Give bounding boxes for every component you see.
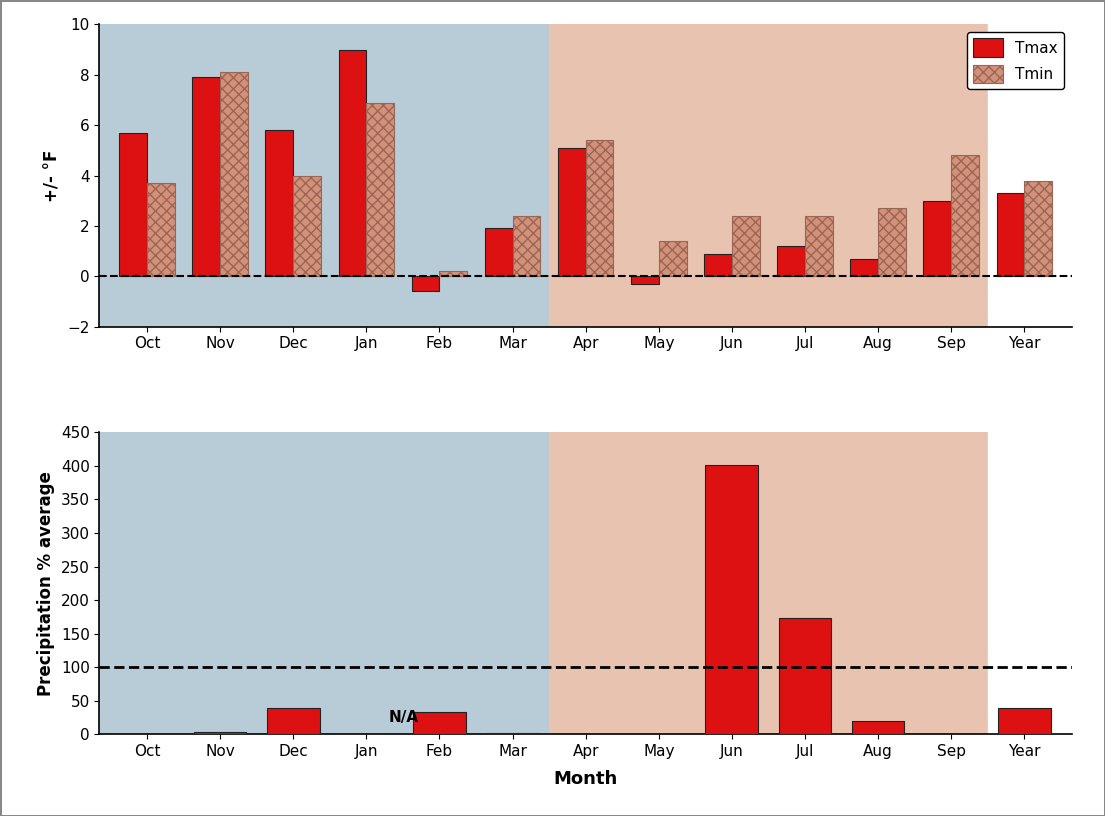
- Bar: [193, 733, 246, 734]
- Bar: [119, 133, 147, 277]
- Bar: [852, 721, 905, 734]
- Y-axis label: Precipitation % average: Precipitation % average: [38, 471, 55, 696]
- Bar: [486, 733, 539, 734]
- Bar: [558, 148, 586, 277]
- Bar: [549, 24, 988, 326]
- Y-axis label: +/- °F: +/- °F: [44, 149, 62, 202]
- Bar: [513, 215, 540, 277]
- X-axis label: Month: Month: [554, 770, 618, 788]
- Bar: [440, 271, 467, 277]
- Legend: Tmax, Tmin: Tmax, Tmin: [967, 32, 1064, 89]
- Bar: [777, 246, 804, 277]
- Bar: [220, 73, 248, 277]
- Bar: [266, 707, 319, 734]
- Bar: [851, 259, 878, 277]
- Bar: [988, 24, 1072, 326]
- Bar: [951, 155, 979, 277]
- Bar: [293, 175, 320, 277]
- Bar: [631, 277, 659, 284]
- Bar: [99, 432, 549, 734]
- Bar: [413, 712, 466, 734]
- Bar: [586, 140, 613, 277]
- Bar: [878, 208, 906, 277]
- Text: N/A: N/A: [388, 710, 419, 725]
- Bar: [998, 707, 1051, 734]
- Bar: [147, 183, 175, 277]
- Bar: [338, 50, 367, 277]
- Bar: [705, 464, 758, 734]
- Bar: [412, 277, 440, 291]
- Bar: [704, 254, 732, 277]
- Bar: [924, 201, 951, 277]
- Bar: [732, 215, 759, 277]
- Bar: [659, 241, 686, 277]
- Bar: [997, 193, 1024, 277]
- Bar: [1024, 180, 1052, 277]
- Bar: [99, 24, 549, 326]
- Bar: [367, 103, 394, 277]
- Bar: [988, 432, 1072, 734]
- Bar: [779, 619, 831, 734]
- Bar: [549, 432, 988, 734]
- Bar: [192, 78, 220, 277]
- Bar: [804, 215, 833, 277]
- Bar: [265, 131, 293, 277]
- Bar: [485, 228, 513, 277]
